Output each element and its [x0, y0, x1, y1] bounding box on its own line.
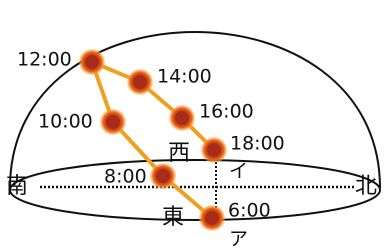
time-label: 14:00 [157, 66, 212, 88]
sun-core [156, 169, 170, 183]
time-label: 16:00 [199, 101, 254, 123]
sun-core [205, 211, 219, 225]
east-label: 東 [162, 205, 184, 230]
time-label: 8:00 [104, 166, 147, 188]
time-label: 10:00 [38, 111, 93, 133]
north-label: 北 [355, 174, 377, 199]
point-i: イ [229, 160, 248, 182]
sun-core [133, 75, 147, 89]
south-label: 南 [6, 174, 28, 199]
horizon [10, 160, 380, 220]
west-label: 西 [168, 141, 190, 166]
time-label: 12:00 [17, 49, 72, 71]
sun-core [175, 111, 189, 125]
diagram: 南 北 西 東 イ ア 6:00 8:00 10:00 12:00 14:00 16:00… [0, 0, 385, 251]
time-label: 6:00 [228, 200, 271, 222]
sun-core [85, 55, 99, 69]
time-label: 18:00 [230, 133, 285, 155]
sun-core [106, 115, 120, 129]
sun-core [207, 143, 221, 157]
point-a: ア [229, 228, 248, 250]
